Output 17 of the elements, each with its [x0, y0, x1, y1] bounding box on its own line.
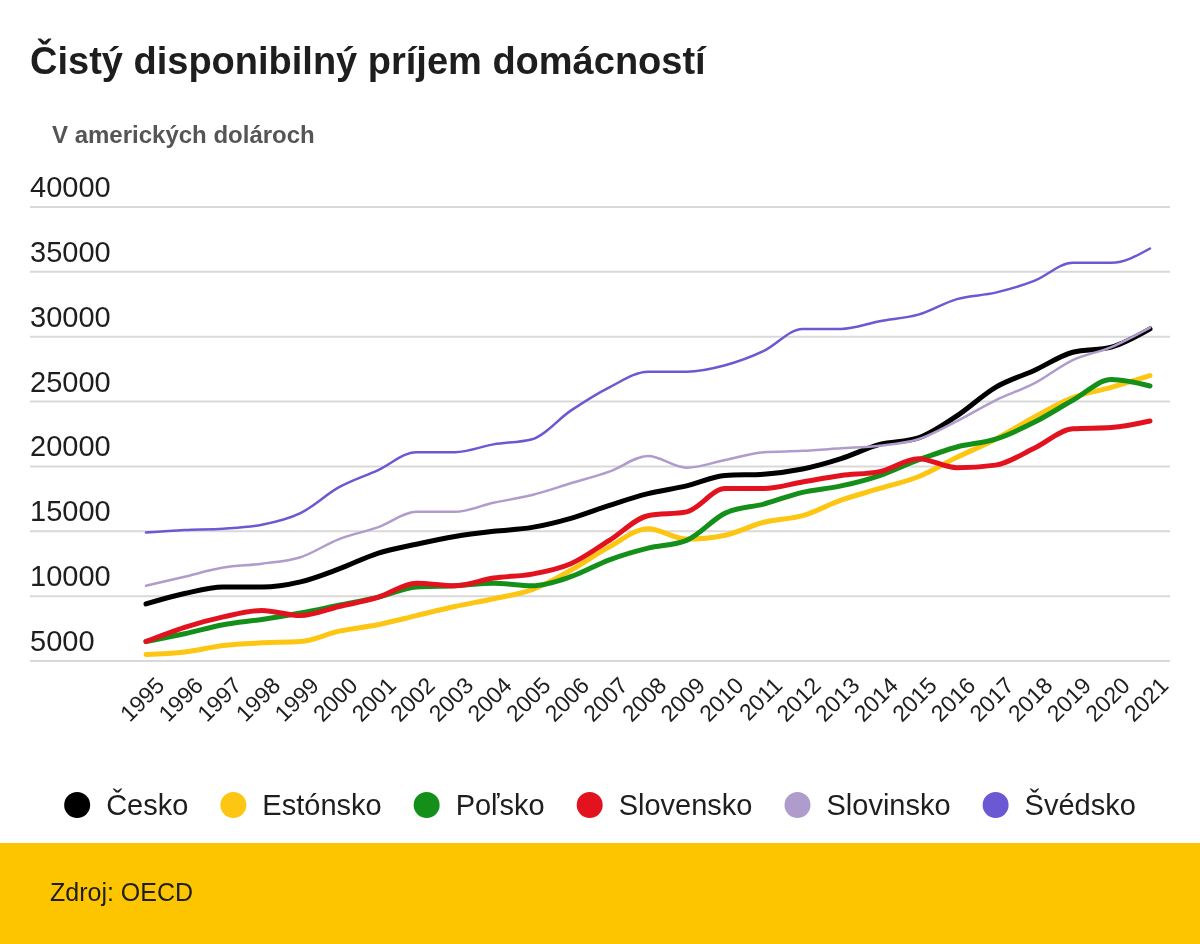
- y-axis-title: V amerických dolároch: [52, 121, 315, 148]
- legend-label: Česko: [106, 788, 189, 821]
- text: Zdroj: OECD: [50, 878, 194, 906]
- y-tick-label: 5000: [30, 625, 95, 657]
- legend-label: Švédsko: [1024, 788, 1136, 821]
- legend-label: Estónsko: [262, 789, 382, 821]
- y-tick-label: 25000: [30, 365, 111, 398]
- legend-label: Slovinsko: [826, 789, 951, 821]
- legend-label: Poľsko: [455, 789, 545, 821]
- chart-title: Čistý disponibilný príjem domácností: [30, 38, 708, 82]
- y-tick-label: 30000: [30, 300, 111, 333]
- y-tick-label: 20000: [30, 430, 111, 463]
- legend-label: Slovensko: [618, 789, 753, 821]
- y-tick-label: 35000: [30, 235, 111, 268]
- y-tick-label: 40000: [30, 171, 111, 203]
- y-tick-label: 10000: [30, 560, 111, 593]
- y-tick-label: 15000: [30, 495, 111, 528]
